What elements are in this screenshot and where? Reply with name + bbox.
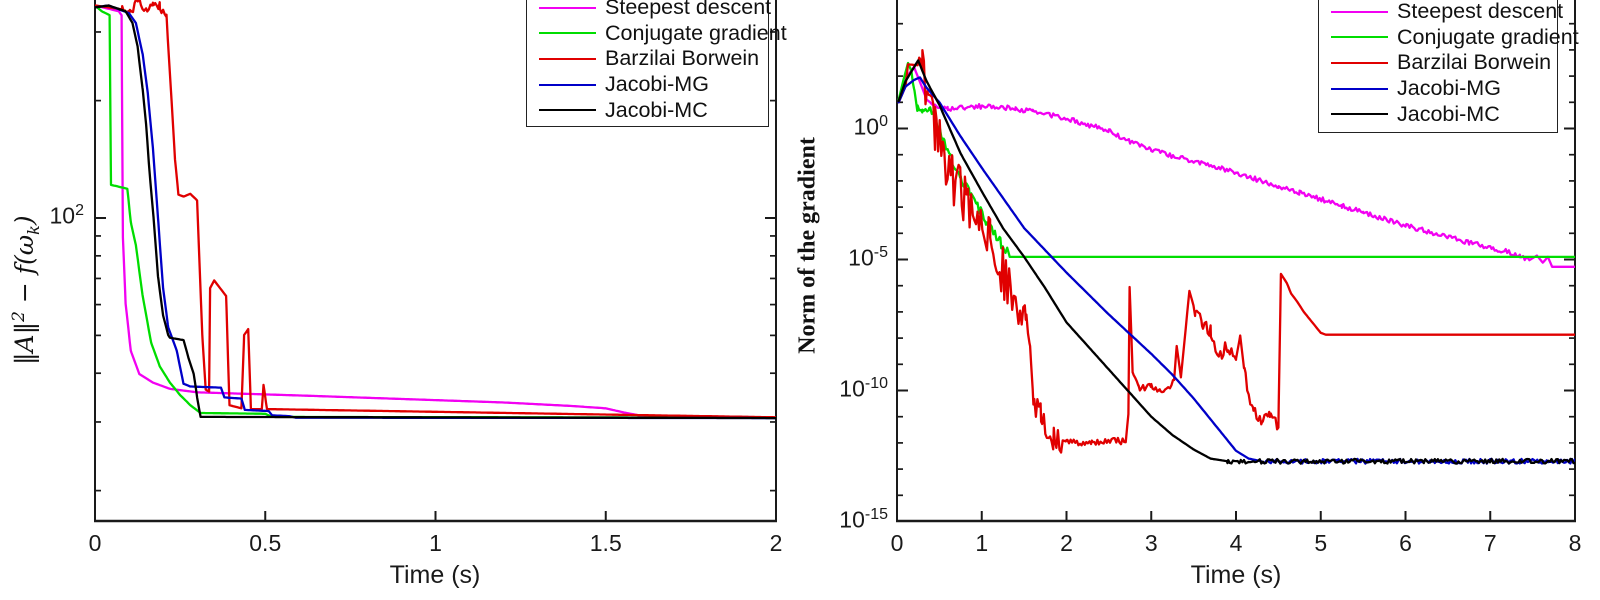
- series-line-barzilai-borwein: [897, 49, 1575, 454]
- x-tick-label: 1.5: [589, 530, 622, 556]
- legend-line-sample: [539, 83, 596, 86]
- legend-item-jacobi-mc: Jacobi-MC: [539, 97, 768, 123]
- legend-label: Steepest descent: [1397, 0, 1564, 24]
- legend-item-jacobi-mc: Jacobi-MC: [1331, 101, 1557, 127]
- legend-line-sample: [1331, 113, 1388, 116]
- axes-left: [94, 0, 777, 523]
- legend-label: Jacobi-MC: [1397, 101, 1500, 126]
- right-xaxis-label: Time (s): [1190, 561, 1282, 589]
- legend-line-sample: [1331, 36, 1388, 39]
- x-tick-label: 7: [1483, 530, 1497, 556]
- legend-line-sample: [539, 6, 596, 9]
- legend-label: Conjugate gradient: [1397, 24, 1579, 49]
- legend-item-barzilai-borwein: Barzilai Borwein: [539, 46, 768, 72]
- series-line-jacobi-mc: [897, 59, 1575, 465]
- series-line-jacobi-mc: [95, 4, 776, 420]
- legend-label: Jacobi-MG: [605, 72, 709, 97]
- series-line-barzilai-borwein: [95, 0, 776, 419]
- legend-label: Jacobi-MC: [605, 97, 708, 122]
- x-tick-label: 4: [1229, 530, 1243, 556]
- left-legend: Steepest descent Conjugate gradient Barzil…: [526, 0, 787, 127]
- legend-label: Conjugate gradient: [605, 20, 787, 45]
- series-line-conjugate-gradient: [897, 61, 1575, 259]
- legend-label: Barzilai Borwein: [1397, 50, 1552, 75]
- legend-line-sample: [1331, 61, 1388, 64]
- right-yaxis-label: Norm of the gradient: [794, 137, 821, 354]
- legend-item-steepest-descent: Steepest descent: [1331, 0, 1563, 25]
- x-tick-label: 0: [890, 530, 904, 556]
- x-tick-label: 2: [769, 530, 783, 556]
- y-tick-label: 10-5: [848, 243, 888, 271]
- right-legend: Steepest descent Conjugate gradient Barzil…: [1318, 0, 1579, 133]
- x-tick-label: 5: [1314, 530, 1328, 556]
- y-tick-label: 10-15: [839, 505, 888, 533]
- series-group-left: [95, 0, 776, 420]
- x-tick-label: 0: [88, 530, 102, 556]
- y-tick-label: 100: [853, 112, 889, 140]
- legend-item-conjugate-gradient: Conjugate gradient: [539, 21, 787, 47]
- legend-item-conjugate-gradient: Conjugate gradient: [1331, 25, 1579, 51]
- legend-line-sample: [539, 109, 596, 112]
- x-tick-label: 1: [429, 530, 442, 556]
- x-tick-label: 3: [1144, 530, 1158, 556]
- y-tick-label: 102: [49, 202, 85, 229]
- legend-label: Steepest descent: [605, 0, 772, 20]
- legend-item-steepest-descent: Steepest descent: [539, 0, 772, 21]
- axes-right: [896, 0, 1576, 523]
- x-tick-label: 6: [1399, 530, 1412, 556]
- legend-line-sample: [539, 32, 596, 35]
- legend-line-sample: [539, 57, 596, 60]
- y-tick-label: 10-10: [839, 374, 888, 402]
- series-line-jacobi-mg: [897, 76, 1575, 465]
- legend-item-barzilai-borwein: Barzilai Borwein: [1331, 50, 1557, 76]
- left-xaxis-label: Time (s): [389, 561, 481, 589]
- legend-line-sample: [1331, 87, 1388, 90]
- legend-item-jacobi-mg: Jacobi-MG: [539, 72, 768, 98]
- legend-item-jacobi-mg: Jacobi-MG: [1331, 76, 1557, 102]
- series-line-steepest-descent: [897, 65, 1575, 268]
- x-tick-label: 2: [1060, 530, 1073, 556]
- x-tick-label: 1: [975, 530, 989, 556]
- left-yaxis-label: ‖A‖2 − f(ωk): [8, 215, 44, 365]
- series-group-right: [897, 49, 1575, 465]
- x-tick-label: 8: [1568, 530, 1582, 556]
- legend-label: Barzilai Borwein: [605, 46, 760, 71]
- legend-line-sample: [1331, 10, 1388, 13]
- x-tick-label: 0.5: [249, 530, 282, 556]
- legend-label: Jacobi-MG: [1397, 76, 1501, 101]
